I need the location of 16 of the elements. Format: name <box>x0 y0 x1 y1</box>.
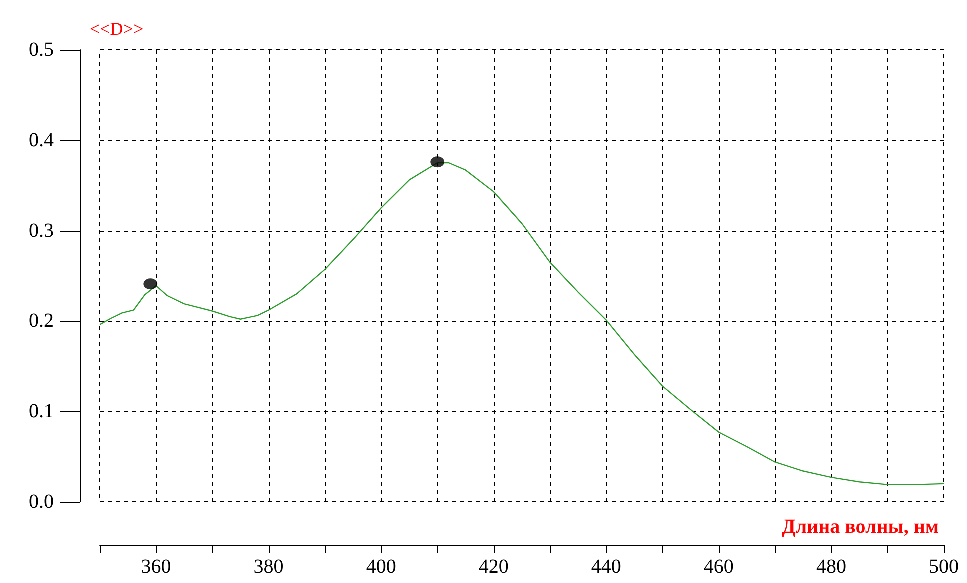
x-tick-label: 480 <box>816 556 846 578</box>
y-tick-label: 0.2 <box>29 310 54 332</box>
x-tick-label: 360 <box>141 556 172 578</box>
x-tick-label: 440 <box>591 556 622 578</box>
x-tick-label: 500 <box>929 556 959 578</box>
y-tick-label: 0.3 <box>29 220 54 242</box>
x-tick-label: 460 <box>704 556 734 578</box>
y-tick-label: 0.1 <box>29 400 54 423</box>
x-axis-title: Длина волны, нм <box>782 516 940 538</box>
y-axis-title: <<D>> <box>90 19 144 39</box>
x-tick-label: 420 <box>478 556 509 578</box>
y-tick-label: 0.5 <box>29 39 54 61</box>
x-tick-label: 380 <box>254 556 284 578</box>
y-tick-label: 0.0 <box>29 491 54 513</box>
x-tick-label: 400 <box>366 556 396 578</box>
y-tick-label: 0.4 <box>29 129 54 152</box>
